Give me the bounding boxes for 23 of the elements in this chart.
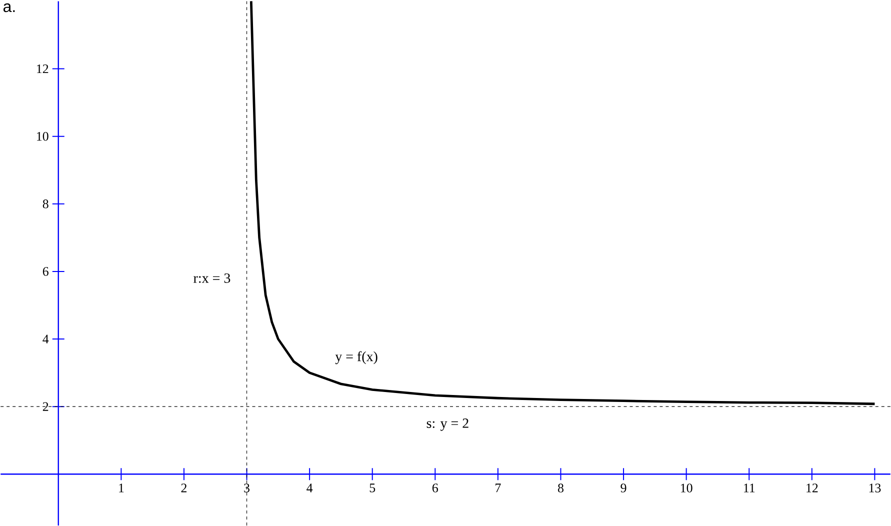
y-tick-label: 8	[42, 199, 48, 208]
x-tick-label: 4	[306, 484, 313, 492]
x-tick-label: 9	[620, 484, 626, 492]
y-tick-label: 6	[42, 267, 48, 276]
x-tick-label: 3	[244, 484, 250, 492]
x-tick-label: 1	[119, 484, 124, 492]
x-tick-label: 2	[181, 484, 186, 492]
x-tick-label: 11	[744, 484, 755, 492]
x-tick-label: 8	[558, 484, 564, 492]
y-tick-label: 10	[37, 132, 48, 141]
ref-line-label: r:x = 3	[194, 273, 230, 283]
x-tick-label: 5	[370, 484, 376, 492]
x-tick-label: 7	[496, 484, 501, 492]
annotation: a.	[3, 3, 15, 12]
y-tick-label: 2	[42, 402, 48, 411]
x-tick-label: 13	[869, 484, 881, 492]
annotation: y = f(x)	[335, 351, 378, 364]
ref-line-label: s: y = 2	[426, 418, 468, 431]
y-tick-label: 12	[37, 64, 48, 74]
x-tick-label: 10	[680, 484, 692, 492]
y-tick-label: 4	[42, 334, 49, 344]
x-tick-label: 12	[806, 484, 818, 492]
x-tick-label: 6	[432, 484, 438, 492]
